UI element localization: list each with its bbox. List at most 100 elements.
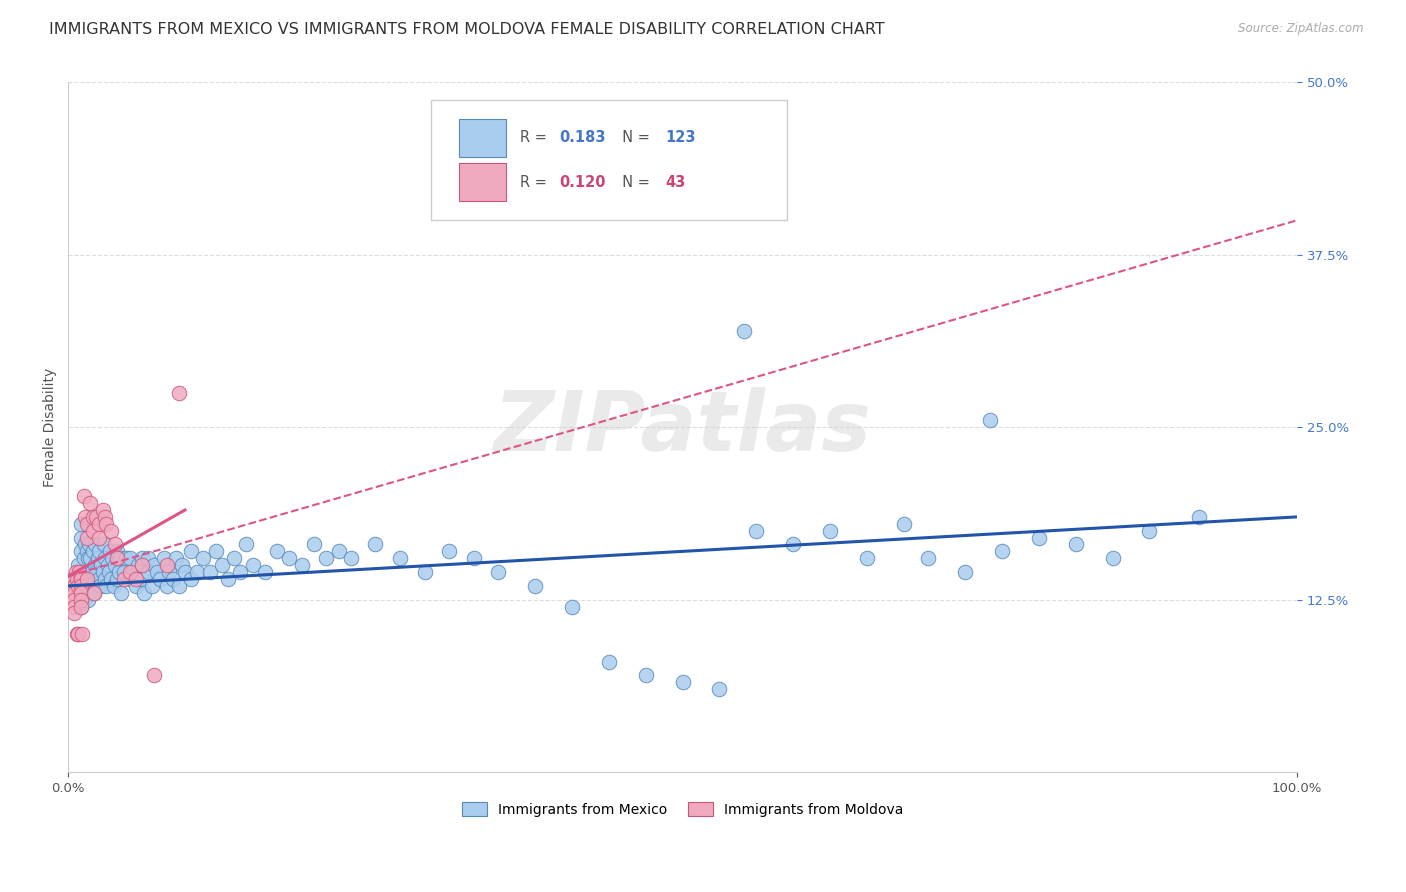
Point xyxy=(1028,531,1050,545)
Point xyxy=(167,385,190,400)
Point xyxy=(131,572,153,586)
Point xyxy=(67,627,90,641)
Point xyxy=(82,544,104,558)
Point xyxy=(77,572,100,586)
Point xyxy=(96,579,118,593)
Point xyxy=(991,544,1014,558)
Point xyxy=(82,509,104,524)
Point xyxy=(73,551,96,566)
Point xyxy=(112,565,135,579)
Point xyxy=(121,565,143,579)
Point xyxy=(266,544,288,558)
Point xyxy=(96,516,118,531)
Point xyxy=(75,509,97,524)
Point xyxy=(79,579,101,593)
Point xyxy=(634,668,657,682)
Point xyxy=(91,565,114,579)
Point xyxy=(76,572,98,586)
Text: 0.183: 0.183 xyxy=(560,130,606,145)
Point xyxy=(340,551,363,566)
Point xyxy=(94,509,117,524)
Text: R =: R = xyxy=(520,175,553,190)
Point xyxy=(165,551,187,566)
Point xyxy=(155,579,177,593)
Point xyxy=(125,572,148,586)
Point xyxy=(413,565,436,579)
Point xyxy=(229,565,252,579)
Point xyxy=(91,503,114,517)
Point xyxy=(76,531,98,545)
Point xyxy=(110,586,132,600)
Point xyxy=(174,565,197,579)
Point xyxy=(87,531,110,545)
Point xyxy=(101,551,124,566)
Point xyxy=(90,558,112,573)
Point xyxy=(63,592,86,607)
Point xyxy=(108,551,131,566)
Point xyxy=(118,565,141,579)
Point xyxy=(131,558,153,573)
Point xyxy=(70,565,93,579)
Point xyxy=(86,509,108,524)
Point xyxy=(84,537,107,551)
Point xyxy=(180,544,202,558)
Point xyxy=(598,655,620,669)
Point xyxy=(86,565,108,579)
Point xyxy=(63,599,86,614)
Point xyxy=(733,324,755,338)
Point xyxy=(437,544,460,558)
Point xyxy=(136,551,159,566)
Point xyxy=(67,558,90,573)
Point xyxy=(104,558,127,573)
Point xyxy=(75,537,97,551)
Point xyxy=(328,544,350,558)
Text: Source: ZipAtlas.com: Source: ZipAtlas.com xyxy=(1239,22,1364,36)
Point xyxy=(62,572,84,586)
Point xyxy=(671,675,693,690)
FancyBboxPatch shape xyxy=(458,163,506,202)
Point xyxy=(204,544,226,558)
Point xyxy=(561,599,583,614)
Point xyxy=(524,579,547,593)
Point xyxy=(80,565,103,579)
Point xyxy=(463,551,485,566)
Point xyxy=(141,579,163,593)
Point xyxy=(136,565,159,579)
Point xyxy=(69,599,91,614)
Point xyxy=(112,572,135,586)
Point xyxy=(79,551,101,566)
Point xyxy=(167,579,190,593)
Point xyxy=(67,565,90,579)
Point xyxy=(315,551,337,566)
Point xyxy=(66,572,89,586)
Point xyxy=(118,572,141,586)
Point xyxy=(84,558,107,573)
Point xyxy=(70,627,93,641)
Point xyxy=(105,544,128,558)
Point xyxy=(709,682,731,697)
Point xyxy=(67,579,90,593)
Point xyxy=(388,551,411,566)
Text: IMMIGRANTS FROM MEXICO VS IMMIGRANTS FROM MOLDOVA FEMALE DISABILITY CORRELATION : IMMIGRANTS FROM MEXICO VS IMMIGRANTS FRO… xyxy=(49,22,884,37)
Point xyxy=(107,565,129,579)
Text: 43: 43 xyxy=(665,175,686,190)
Point xyxy=(76,516,98,531)
Point xyxy=(253,565,276,579)
Point xyxy=(1101,551,1123,566)
Point xyxy=(103,579,125,593)
Text: N =: N = xyxy=(613,175,654,190)
Point xyxy=(143,668,166,682)
Point xyxy=(82,524,104,538)
Point xyxy=(87,572,110,586)
Legend: Immigrants from Mexico, Immigrants from Moldova: Immigrants from Mexico, Immigrants from … xyxy=(454,795,910,823)
FancyBboxPatch shape xyxy=(430,100,787,220)
Point xyxy=(69,586,91,600)
Point xyxy=(83,586,105,600)
Point xyxy=(291,558,314,573)
Point xyxy=(105,551,128,566)
Point xyxy=(76,586,98,600)
Point xyxy=(98,544,121,558)
Point xyxy=(65,565,87,579)
Point xyxy=(69,592,91,607)
Point xyxy=(131,551,153,566)
